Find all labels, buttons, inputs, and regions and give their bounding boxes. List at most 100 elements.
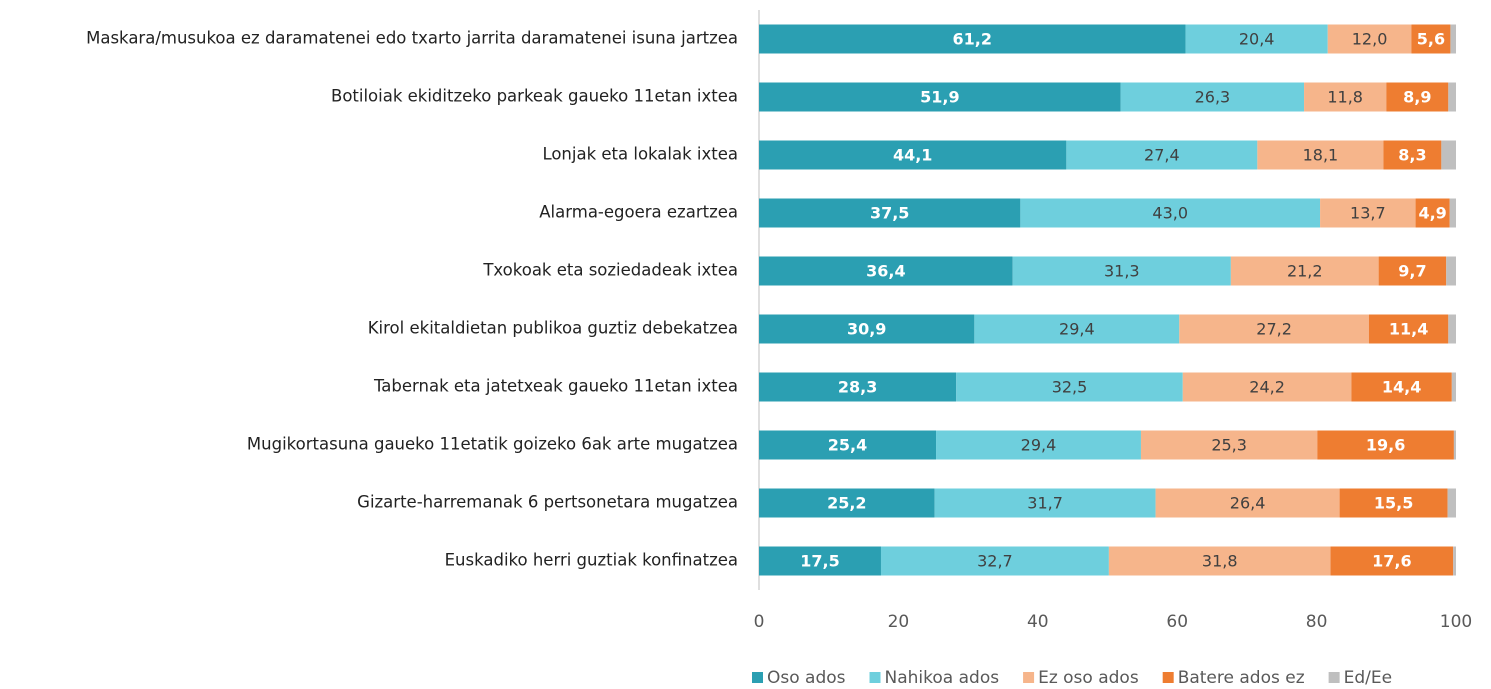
bar-segment [1449,198,1456,228]
bar-segment [1446,256,1456,286]
category-label: Tabernak eta jatetxeak gaueko 11etan ixt… [373,377,738,396]
bar-segment [1257,140,1384,170]
bar-segment [934,488,1156,518]
bar-segment [1453,546,1456,576]
category-label: Botiloiak ekiditzeko parkeak gaueko 11et… [331,87,738,106]
x-tick-label: 80 [1306,612,1328,632]
data-label: 26,4 [1230,494,1266,513]
bar-segment [1415,198,1450,228]
data-label: 17,5 [800,552,839,571]
bar-segment [759,24,1186,54]
data-label: 43,0 [1152,204,1188,223]
bar-segment [759,198,1021,228]
bar-segment [1140,430,1318,460]
bar-segment [1447,488,1456,518]
bar-segment [1448,314,1456,344]
bar-segment [1368,314,1449,344]
legend-label: Ed/Ee [1344,668,1392,688]
x-tick-label: 60 [1166,612,1188,632]
legend-swatch [1162,672,1174,683]
legend-label: Oso ados [767,668,846,688]
data-label: 27,2 [1256,320,1292,339]
data-label: 31,8 [1202,552,1238,571]
x-tick-label: 20 [888,612,910,632]
bar-segment [1411,24,1451,54]
data-label: 21,2 [1287,262,1323,281]
bar-segment [759,430,937,460]
legend-label: Ez oso ados [1038,668,1139,688]
bar-segment [1304,82,1387,112]
category-label: Alarma-egoera ezartzea [539,203,738,222]
bar-segment [956,372,1183,402]
bar-segment [759,256,1013,286]
bar-segment [1320,198,1416,228]
bar-segment [1108,546,1331,576]
data-label: 12,0 [1352,30,1388,49]
data-label: 29,4 [1059,320,1095,339]
bar-segment [1378,256,1447,286]
data-label: 32,5 [1052,378,1088,397]
bar-segment [1441,140,1456,170]
bar-segment [1451,372,1456,402]
data-label: 28,3 [838,378,877,397]
bar-segment [1155,488,1340,518]
bar-segment [759,488,935,518]
category-label: Kirol ekitaldietan publikoa guztiz debek… [368,319,738,338]
data-label: 25,3 [1211,436,1247,455]
category-label: Lonjak eta lokalak ixtea [542,145,738,164]
data-label: 27,4 [1144,146,1180,165]
data-label: 29,4 [1021,436,1057,455]
x-tick-label: 40 [1027,612,1049,632]
data-label: 14,4 [1382,378,1421,397]
data-label: 61,2 [953,30,992,49]
bar-segment [1020,198,1321,228]
bar-segment [1450,24,1456,54]
legend-label: Nahikoa ados [885,668,1000,688]
data-label: 51,9 [920,88,959,107]
bar-segment [1383,140,1442,170]
category-label: Euskadiko herri guztiak konfinatzea [445,551,738,570]
data-label: 19,6 [1366,436,1405,455]
data-label: 31,3 [1104,262,1140,281]
data-label: 5,6 [1417,30,1445,49]
data-label: 37,5 [870,204,909,223]
category-label: Mugikortasuna gaueko 11etatik goizeko 6a… [247,435,738,454]
bar-segment [1179,314,1369,344]
category-label: Txokoak eta soziedadeak ixtea [482,261,738,280]
bar-segment [1230,256,1379,286]
bar-segment [974,314,1180,344]
x-tick-label: 100 [1440,612,1472,632]
legend-label: Batere ados ez [1178,668,1305,688]
category-label: Gizarte-harremanak 6 pertsonetara mugatz… [357,493,738,512]
data-label: 11,4 [1389,320,1428,339]
data-label: 8,9 [1403,88,1431,107]
bar-segment [880,546,1109,576]
data-label: 44,1 [893,146,932,165]
bar-segment [1386,82,1449,112]
data-label: 18,1 [1303,146,1339,165]
bar-segment [1453,430,1456,460]
data-label: 20,4 [1239,30,1275,49]
data-label: 9,7 [1398,262,1426,281]
data-label: 8,3 [1398,146,1426,165]
data-label: 36,4 [866,262,905,281]
bar-segment [759,546,881,576]
data-label: 26,3 [1195,88,1231,107]
bar-segment [1120,82,1305,112]
data-label: 13,7 [1350,204,1386,223]
bar-segment [1185,24,1328,54]
legend-swatch [1023,672,1035,683]
data-label: 25,2 [827,494,866,513]
data-label: 32,7 [977,552,1013,571]
bar-segment [936,430,1141,460]
category-label: Maskara/musukoa ez daramatenei edo txart… [86,29,738,48]
x-tick-label: 0 [754,612,765,632]
bar-segment [1448,82,1456,112]
bar-segment [1012,256,1231,286]
bar-segment [759,314,975,344]
bar-segment [1327,24,1412,54]
data-label: 24,2 [1249,378,1285,397]
bar-segment [1066,140,1258,170]
data-label: 17,6 [1372,552,1411,571]
